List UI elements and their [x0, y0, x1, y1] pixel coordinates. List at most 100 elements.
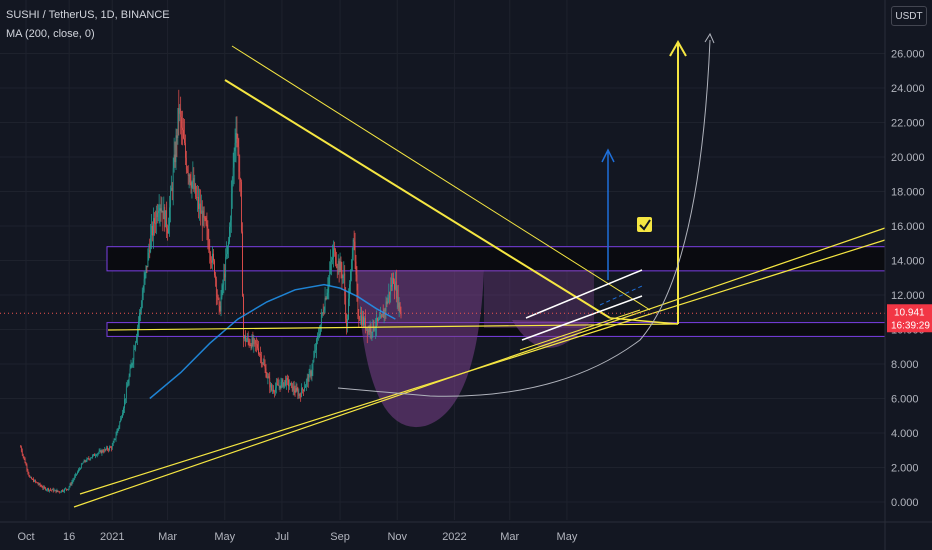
candle-body [55, 489, 57, 493]
candle-body [169, 207, 170, 226]
candle-body [213, 253, 214, 261]
candle-body [105, 448, 107, 450]
candle-body [86, 458, 88, 462]
candle-body [44, 486, 46, 488]
candle-body [336, 266, 338, 268]
candle-body [352, 239, 354, 257]
candle-body [85, 461, 87, 463]
candle-body [296, 388, 298, 391]
currency-label: USDT [895, 10, 923, 22]
candle-body [265, 368, 267, 377]
candle-body [150, 235, 152, 253]
candle-body [47, 488, 48, 490]
candle-body [67, 488, 69, 490]
candle-body [110, 447, 112, 449]
candle-body [119, 421, 121, 427]
candle-body [26, 465, 28, 470]
candle-body [145, 265, 147, 274]
candle-body [289, 385, 290, 387]
candle-body [49, 489, 50, 491]
candle-body [24, 458, 26, 464]
candle-body [313, 356, 315, 362]
candle-body [65, 488, 66, 490]
candle-body [257, 344, 258, 349]
candle-body [362, 316, 363, 325]
candle-body [316, 339, 317, 350]
candle-body [74, 476, 76, 479]
candle-body [100, 450, 102, 454]
candle-body [326, 292, 328, 300]
candle-body [39, 483, 41, 486]
candle-body [114, 438, 116, 440]
candle-body [149, 250, 151, 253]
candle-body [308, 372, 310, 382]
candle-body [203, 210, 205, 218]
candle-body [177, 108, 179, 138]
candle-body [57, 490, 59, 492]
candle-body [247, 337, 249, 341]
candle-body [134, 348, 136, 350]
candle-body [201, 210, 203, 226]
candle-body [191, 181, 193, 188]
candle-body [385, 301, 387, 311]
candle-body [270, 384, 272, 388]
candle-body [161, 210, 163, 212]
long-ascending-trendline-bottom [79, 239, 886, 495]
candle-body [220, 297, 222, 312]
candle-body [95, 455, 97, 457]
candle-body [241, 182, 242, 232]
candle-body [142, 290, 144, 298]
candle-body [396, 289, 398, 299]
candle-body [356, 274, 358, 291]
candle-body [96, 453, 98, 456]
candle-body [366, 327, 368, 334]
candle-body [164, 207, 166, 227]
candle-body [193, 178, 195, 190]
candle-body [354, 241, 356, 262]
candle-body [93, 454, 94, 456]
candle-body [41, 486, 43, 488]
candle-body [353, 239, 355, 242]
candle-body [338, 260, 340, 273]
candles [20, 89, 402, 494]
candle-body [198, 196, 199, 209]
candle-body [121, 417, 122, 419]
indicator-legend: MA (200, close, 0) [6, 28, 95, 40]
y-tick-label: 12.000 [891, 290, 925, 302]
candle-body [128, 376, 130, 384]
candle-body [168, 225, 169, 234]
candle-body [153, 218, 154, 236]
candle-body [113, 438, 115, 443]
candle-body [290, 383, 291, 386]
candle-body [259, 353, 260, 355]
candle-body [245, 339, 247, 342]
candle-body [294, 390, 296, 393]
candle-body [188, 175, 190, 176]
candle-body [376, 317, 377, 328]
time-axis[interactable]: Oct 16 2021 Mar May Jul Sep Nov 2022 Mar May [0, 521, 932, 543]
candle-body [328, 277, 330, 288]
checkmark-icon [639, 219, 651, 231]
candle-body [95, 455, 96, 457]
candle-body [281, 379, 283, 382]
candle-body [94, 454, 95, 456]
candle-body [333, 248, 334, 258]
candle-body [261, 363, 263, 365]
candle-body [135, 342, 137, 349]
candle-body [310, 371, 312, 376]
candle-body [243, 296, 244, 339]
candle-body [104, 448, 106, 452]
currency-button[interactable]: USDT [891, 6, 927, 26]
candle-body [82, 462, 84, 464]
candle-body [30, 477, 32, 479]
price-axis[interactable]: 26.000 24.000 22.000 20.000 18.000 16.000 14.0… [884, 0, 925, 550]
candle-body [282, 379, 284, 387]
candle-body [253, 339, 255, 345]
candle-body [345, 295, 347, 319]
candle-body [176, 135, 178, 138]
candle-body [317, 336, 318, 340]
candle-body [214, 260, 215, 276]
candle-body [215, 279, 217, 294]
x-tick-label: Oct [17, 531, 34, 543]
